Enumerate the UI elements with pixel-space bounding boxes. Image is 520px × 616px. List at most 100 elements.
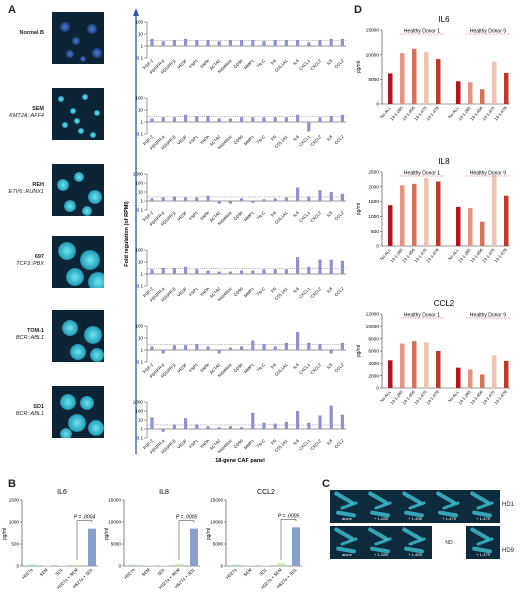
cell-micrograph xyxy=(52,386,104,438)
gene-label: FN xyxy=(270,210,277,217)
donor9-label: Healthy Donor 9 xyxy=(470,171,506,177)
gene-label: CCL2 xyxy=(333,210,345,222)
cytokine-bar xyxy=(424,177,429,246)
donor1-label: Healthy Donor 1 xyxy=(404,313,440,319)
p-value-label: P = .0004 xyxy=(74,515,96,521)
coculture-micrograph: + 1-456 xyxy=(398,490,432,523)
cell-line-fusion: BCR::ABL1 xyxy=(15,335,44,341)
gene-label: VEGF xyxy=(176,134,188,146)
fold-bar xyxy=(296,114,300,122)
cytokine-bar xyxy=(480,374,485,388)
cytokine-bar xyxy=(468,82,473,104)
fold-bar xyxy=(184,197,188,201)
cytokine-bar xyxy=(400,53,405,104)
fold-bar xyxy=(240,117,244,122)
gene-label: FN xyxy=(270,286,277,293)
fold-bar xyxy=(329,192,333,201)
fold-bar xyxy=(150,198,154,201)
cytokine-bar xyxy=(492,355,497,388)
fold-bar xyxy=(172,424,176,429)
y-tick-label: 8000 xyxy=(368,336,379,342)
y-axis-label: pg/ml xyxy=(104,528,110,540)
fold-bar xyxy=(172,196,176,201)
coculture-micrograph: + 1-285 xyxy=(364,490,398,523)
elisa-bar xyxy=(190,528,198,566)
micrograph-cell xyxy=(66,50,74,58)
micrograph-cell xyxy=(58,242,76,260)
fold-bar xyxy=(217,41,221,46)
cell-line-label: SD1 BCR::ABL1 xyxy=(0,404,44,418)
gene-label: CCL2 xyxy=(333,286,345,298)
p-value-label: P = .0005 xyxy=(278,513,300,519)
fold-bar xyxy=(318,415,322,429)
y-tick-label: 10000 xyxy=(366,52,380,58)
fold-bar xyxy=(150,118,154,122)
fold-bar xyxy=(228,426,232,429)
cell-micrograph xyxy=(52,88,104,140)
fold-bar xyxy=(307,122,311,132)
gene-label: COL1A1 xyxy=(274,362,289,377)
elisa-bar xyxy=(58,565,66,566)
cell-micrograph xyxy=(52,236,104,288)
fold-bar xyxy=(307,342,311,350)
fold-bar xyxy=(296,187,300,201)
micrograph-cell xyxy=(74,172,84,182)
y-tick-label: 1000 xyxy=(9,520,20,525)
micrograph-cell xyxy=(58,96,64,102)
y-tick-label: 0.1 xyxy=(137,132,144,137)
cytokine-bar xyxy=(480,89,485,104)
cell-line-name: SD1 xyxy=(33,404,44,410)
gene-label: IL8 xyxy=(326,362,334,370)
y-tick-label: 4000 xyxy=(368,361,379,367)
cytokine-bar xyxy=(400,185,405,246)
y-tick-label: 1500 xyxy=(9,498,20,503)
category-label: SEM xyxy=(243,567,253,577)
y-tick-label: 0 xyxy=(118,564,121,569)
y-tick-label: 10 xyxy=(138,190,144,195)
gene-label: FN xyxy=(270,58,277,65)
gene-label: FSP1 xyxy=(188,58,199,69)
category-label: SD1 xyxy=(258,567,268,577)
gene-label: CXCL2 xyxy=(309,134,323,148)
cytokine-bar xyxy=(480,221,485,246)
y-tick-label: 0 xyxy=(376,244,379,250)
gene-label: IL6 xyxy=(292,286,300,294)
tile-label: alone xyxy=(342,516,352,521)
y-tick-label: 12000 xyxy=(366,312,380,318)
significance-bracket xyxy=(178,520,195,560)
y-tick-label: 10 xyxy=(138,108,144,113)
y-tick-label: 100 xyxy=(135,20,143,25)
y-tick-label: 10000 xyxy=(210,520,223,525)
fold-bar xyxy=(206,195,210,201)
fold-bar xyxy=(184,345,188,350)
micrograph-cell xyxy=(70,344,86,360)
gene-label: CD90 xyxy=(233,438,245,450)
y-tick-label: 15000 xyxy=(366,28,380,34)
cell-line-name: REH xyxy=(32,182,44,188)
gene-label: CXCL2 xyxy=(309,438,323,452)
fold-bar xyxy=(284,342,288,350)
fold-bar xyxy=(318,190,322,201)
cytokine-bar xyxy=(388,360,393,388)
category-label: HS27a xyxy=(21,567,34,580)
cytokine-bar xyxy=(436,181,441,246)
micrograph-cell xyxy=(64,200,76,212)
micrograph-cell xyxy=(94,110,100,116)
y-tick-label: 10 xyxy=(138,336,144,341)
cytokine-bar xyxy=(412,183,417,246)
y-axis-label: Fold regulation (of RPMI) xyxy=(124,201,130,267)
cytokine-bar xyxy=(436,59,441,104)
category-label: 14-1-479 xyxy=(493,389,508,406)
coculture-micrograph: alone xyxy=(330,490,364,523)
fold-bar xyxy=(296,257,300,274)
fold-bar xyxy=(217,427,221,429)
elisa-bar xyxy=(277,563,285,566)
y-tick-label: 2000 xyxy=(368,373,379,379)
tile-label: + 1-456 xyxy=(408,552,422,557)
fold-bar xyxy=(329,38,333,46)
category-label: 14-1-479 xyxy=(493,247,508,264)
gene-label: IL8 xyxy=(326,210,334,218)
fold-bar xyxy=(251,412,255,429)
fold-bar xyxy=(184,418,188,429)
